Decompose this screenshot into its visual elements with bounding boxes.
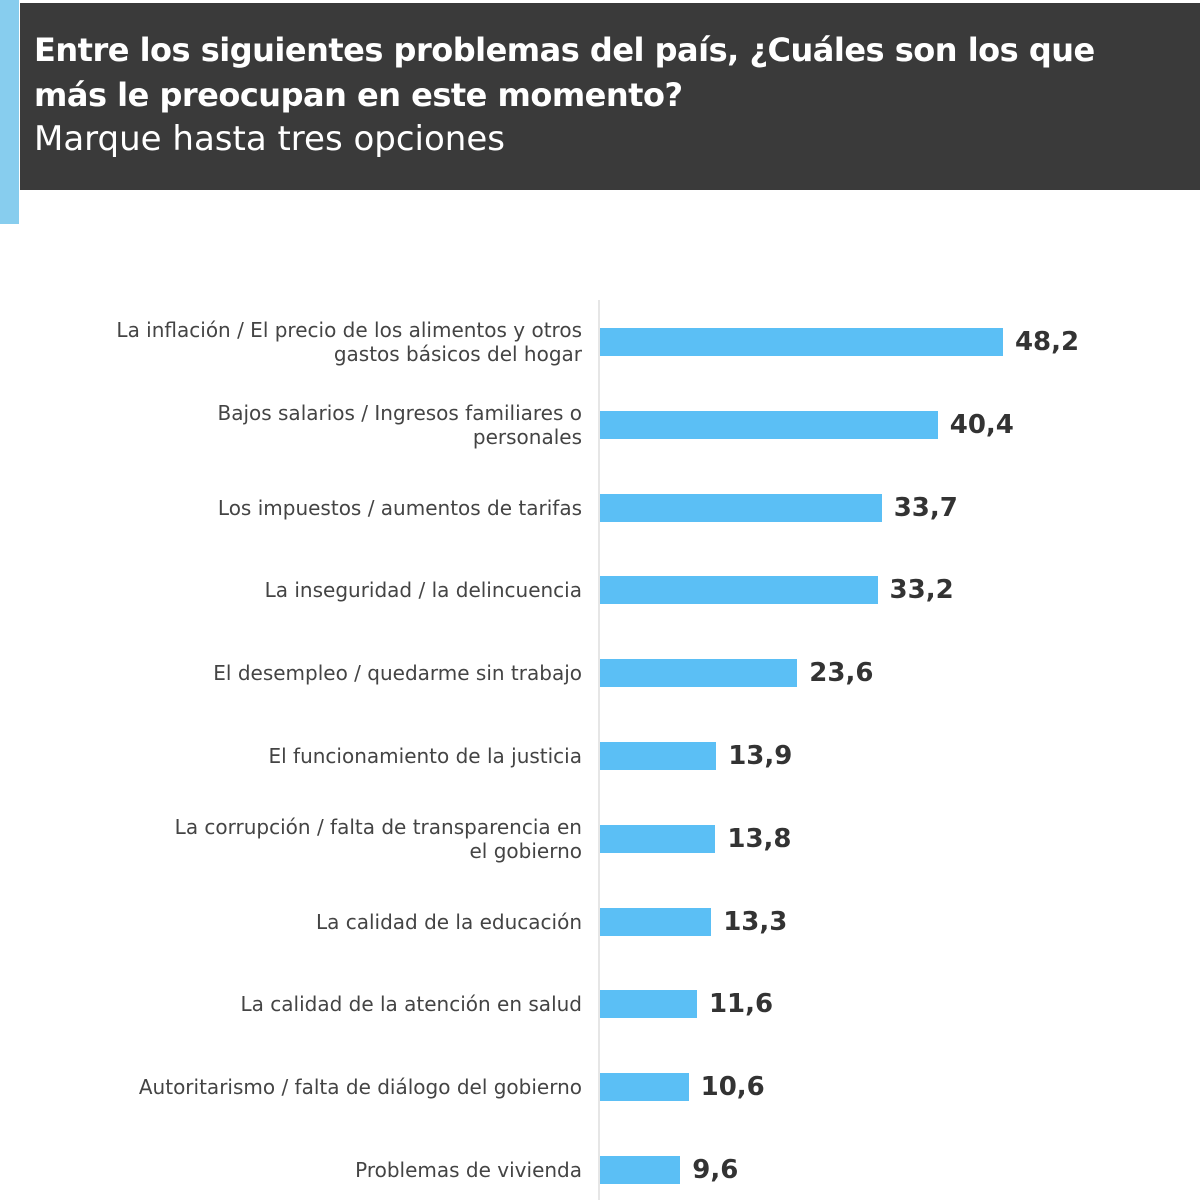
value-label: 13,8 [727, 823, 792, 854]
bar [600, 659, 798, 688]
category-label: El funcionamiento de la justicia [268, 744, 582, 768]
chart-title: Entre los siguientes problemas del país,… [34, 31, 1095, 114]
category-label: El desempleo / quedarme sin trabajo [213, 661, 582, 686]
category-label: La calidad de la educación [315, 909, 582, 934]
value-label: 9,6 [692, 1155, 739, 1185]
value-label: 48,2 [1014, 327, 1080, 357]
value-label: 10,6 [700, 1072, 765, 1103]
bar [600, 576, 878, 605]
bar [600, 1073, 689, 1102]
bar [600, 328, 1003, 356]
value-label: 13,9 [728, 741, 793, 771]
value-label: 40,4 [949, 409, 1014, 440]
category-label: La calidad de la atención en salud [240, 992, 583, 1017]
header-banner [20, 3, 1200, 190]
category-label: La inflación / El precio de los alimento… [116, 318, 582, 366]
value-label: 13,3 [723, 906, 788, 937]
value-label: 11,6 [708, 989, 774, 1020]
value-label: 33,2 [889, 575, 954, 606]
bar [600, 742, 717, 770]
bar [600, 410, 938, 439]
category-label: Los impuestos / aumentos de tarifas [217, 495, 582, 520]
value-label: 23,6 [809, 658, 874, 689]
bar [600, 990, 697, 1019]
category-label: Problemas de vivienda [355, 1158, 582, 1182]
category-label: Autoritarismo / falta de diálogo del gob… [138, 1075, 582, 1100]
bar [600, 493, 882, 522]
category-label: La inseguridad / la delincuencia [264, 578, 582, 603]
bar [600, 907, 712, 936]
chart-subtitle: Marque hasta tres opciones [34, 119, 505, 159]
category-label: La corrupción / falta de transparencia e… [174, 814, 582, 863]
category-label: Bajos salarios / Ingresos familiares o p… [217, 400, 582, 449]
bar [600, 824, 716, 853]
accent-strip [0, 0, 19, 224]
category-axis-line [598, 300, 600, 1200]
bar [600, 1156, 681, 1184]
value-label: 33,7 [893, 492, 958, 523]
